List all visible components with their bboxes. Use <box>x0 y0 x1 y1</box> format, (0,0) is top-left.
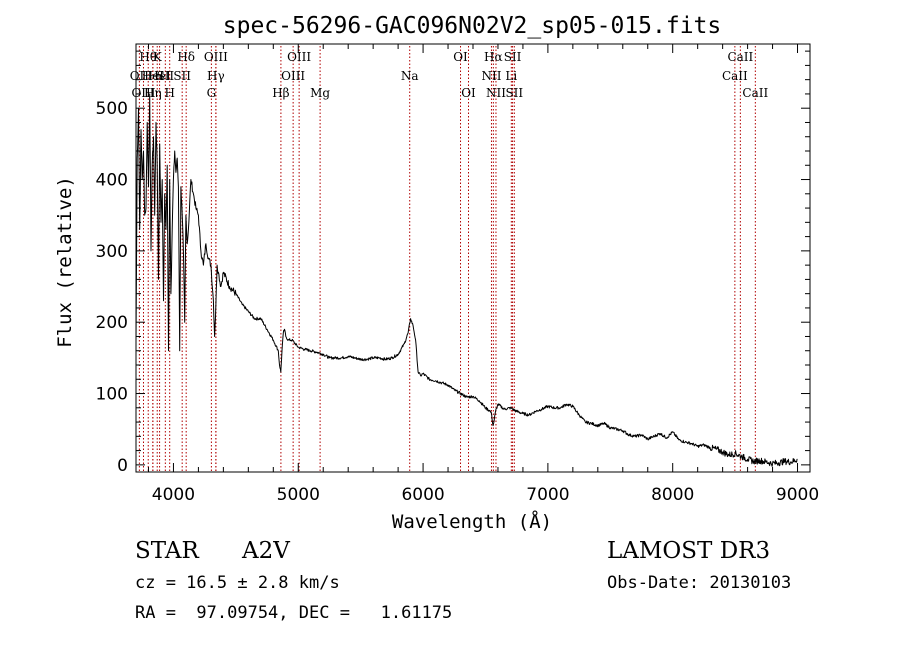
coordinates: RA = 97.09754, DEC = 1.61175 <box>135 603 453 623</box>
spectral-line-markers <box>138 46 756 472</box>
line-label-18: Na <box>401 69 419 83</box>
x-tick-label-1: 5000 <box>277 485 320 505</box>
y-tick-label-1: 100 <box>96 385 128 405</box>
y-tick-label-5: 500 <box>96 99 128 119</box>
x-tick-label-5: 9000 <box>776 485 819 505</box>
line-label-26: SII <box>505 86 523 100</box>
line-label-4: Hη <box>144 86 162 100</box>
line-label-20: OI <box>461 86 476 100</box>
object-subclass: A2V <box>242 538 290 564</box>
line-label-27: CaII <box>727 50 753 64</box>
line-label-14: Hβ <box>272 86 289 100</box>
line-label-13: G <box>207 86 217 100</box>
line-label-29: CaII <box>742 86 768 100</box>
line-label-7: SII <box>156 69 174 83</box>
chart-title: spec-56296-GAC096N02V2_sp05-015.fits <box>223 13 722 39</box>
survey-name: LAMOST DR3 <box>607 538 771 564</box>
line-label-6: HeI <box>148 69 171 83</box>
x-axis-label: Wavelength (Å) <box>392 510 552 533</box>
spectrum-curve <box>135 93 798 467</box>
object-class: STAR <box>135 538 199 564</box>
observation-date: Obs-Date: 20130103 <box>607 573 792 593</box>
line-label-16: OIII <box>281 69 305 83</box>
line-label-5: K <box>153 50 163 64</box>
line-label-23: NII <box>486 86 506 100</box>
x-tick-label-3: 7000 <box>526 485 569 505</box>
line-label-19: OI <box>453 50 468 64</box>
x-axis-ticks: 4000 5000 6000 7000 8000 9000 <box>147 44 819 505</box>
line-label-11: OIII <box>204 50 228 64</box>
y-tick-label-4: 400 <box>96 171 128 191</box>
line-label-0: OII <box>130 69 150 83</box>
plot-frame <box>135 43 811 473</box>
y-tick-label-2: 200 <box>96 313 128 333</box>
line-label-22: NII <box>481 69 501 83</box>
x-tick-label-4: 8000 <box>651 485 694 505</box>
line-label-25: Li <box>505 69 517 83</box>
redshift-value: cz = 16.5 ± 2.8 km/s <box>135 573 340 593</box>
line-label-24: SII <box>504 50 522 64</box>
line-label-28: CaII <box>722 69 748 83</box>
line-label-17: Mg <box>310 86 330 100</box>
line-label-3: HeI <box>142 69 165 83</box>
line-label-8: H <box>164 86 174 100</box>
y-tick-label-0: 0 <box>117 456 128 476</box>
x-tick-label-0: 4000 <box>152 485 195 505</box>
line-label-21: Hα <box>484 50 503 64</box>
line-label-12: Hγ <box>207 69 225 83</box>
line-label-10: SII <box>173 69 191 83</box>
line-label-2: Hθ <box>139 50 157 64</box>
y-axis-label: Flux (relative) <box>54 176 76 348</box>
line-label-15: OIII <box>287 50 311 64</box>
x-tick-label-2: 6000 <box>401 485 444 505</box>
line-label-9: Hδ <box>177 50 195 64</box>
y-tick-label-3: 300 <box>96 242 128 262</box>
